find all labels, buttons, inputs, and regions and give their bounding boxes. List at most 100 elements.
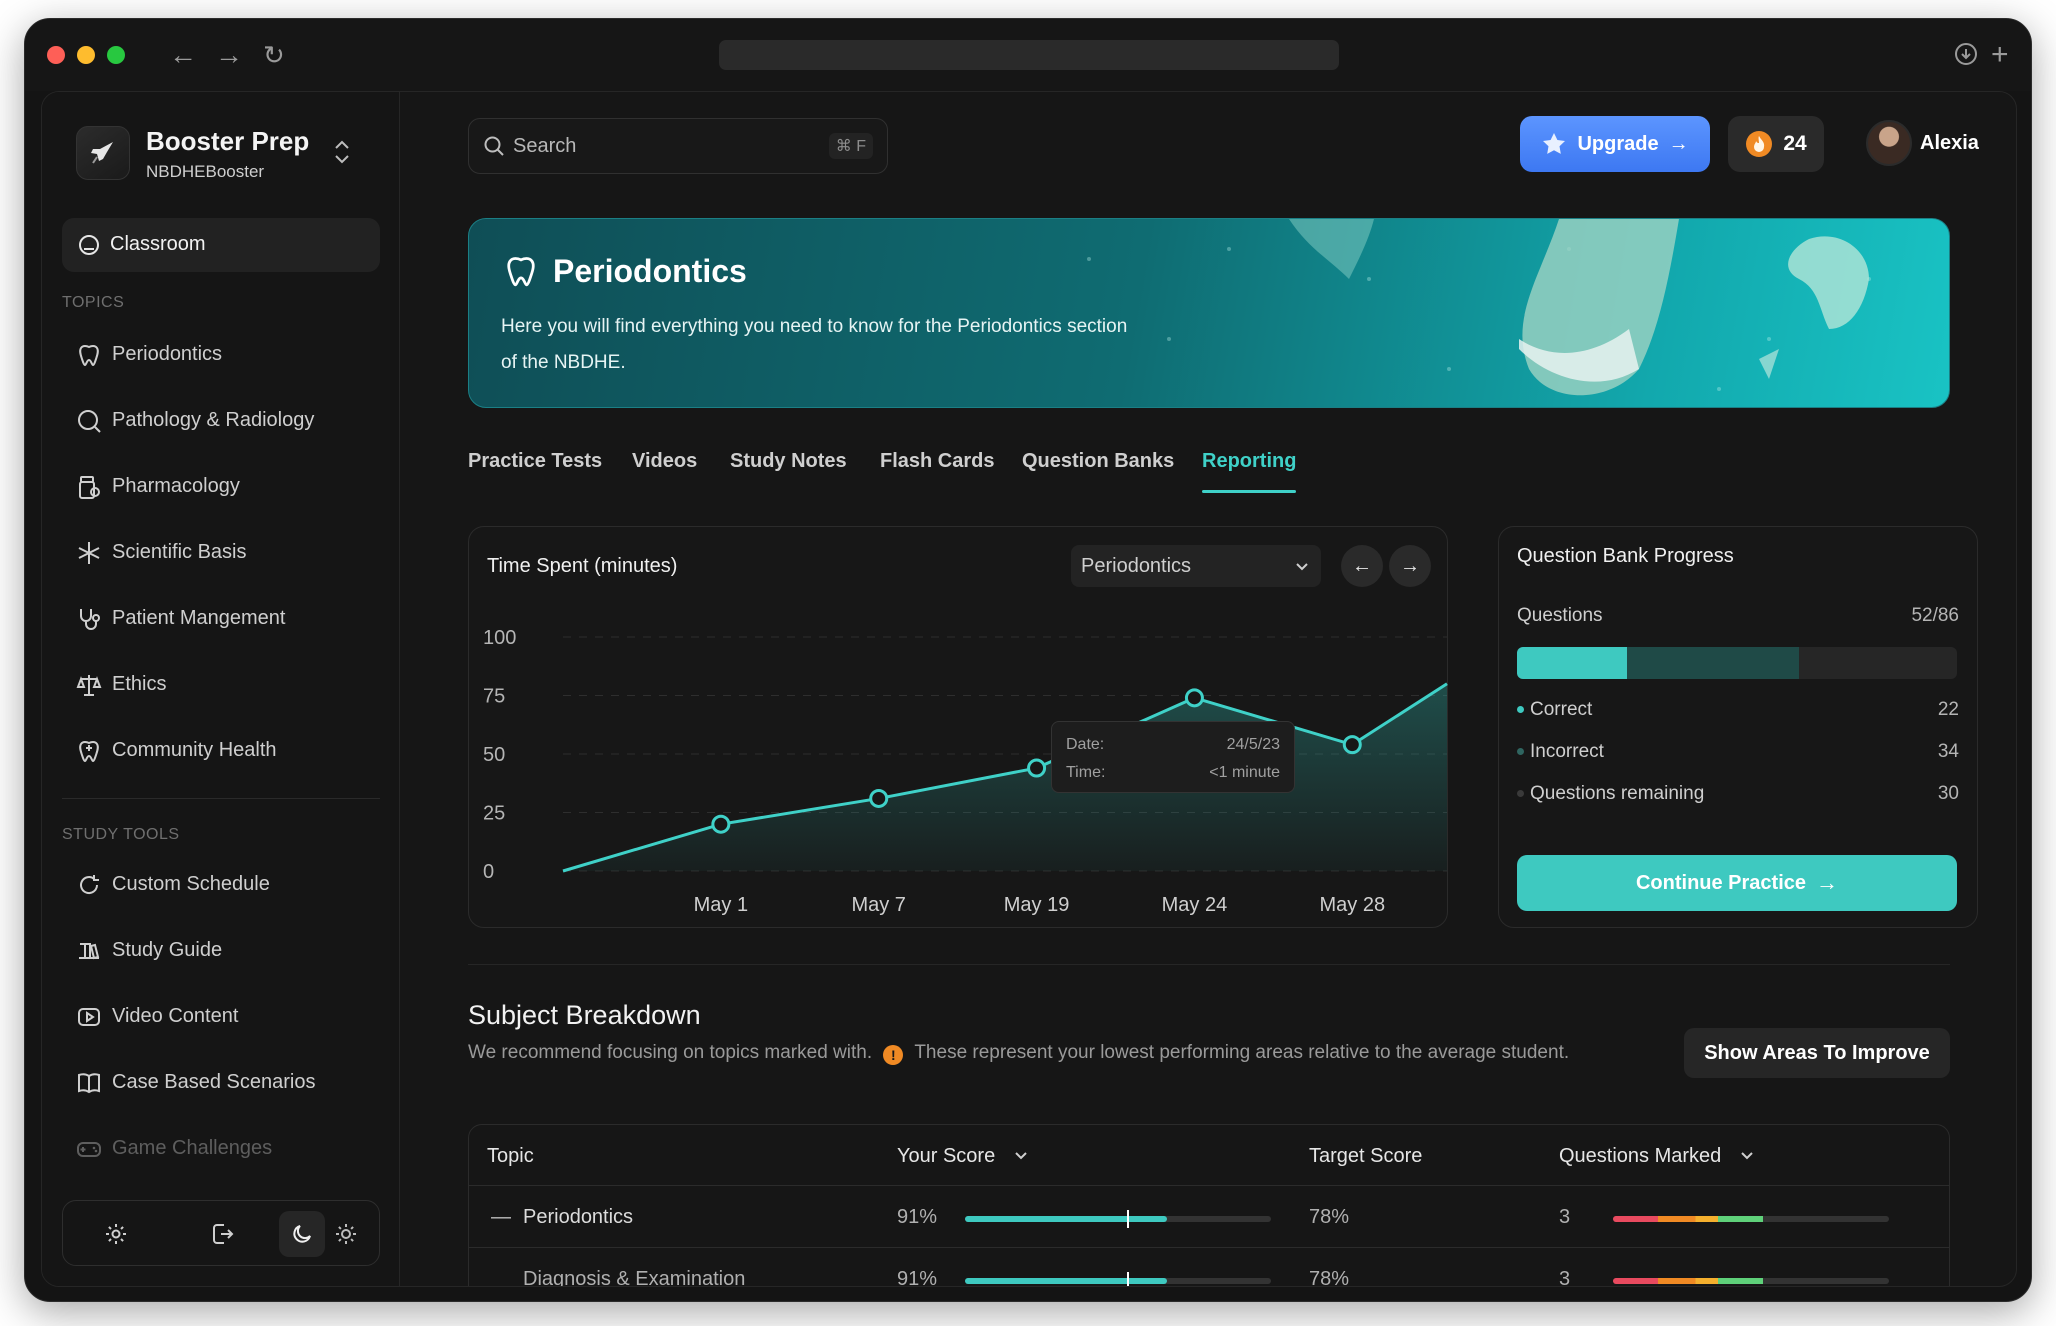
upgrade-label: Upgrade xyxy=(1577,132,1659,155)
chevron-down-icon xyxy=(1741,1152,1753,1160)
browser-window: ← → ↻ + Booster Prep NBDHEBooster xyxy=(24,18,2032,1302)
new-tab-icon[interactable]: + xyxy=(1991,38,2009,71)
sidebar-item-pharmacology[interactable]: Pharmacology xyxy=(72,466,372,506)
tab-videos[interactable]: Videos xyxy=(632,450,698,472)
sidebar-item-game-challenges[interactable]: Game Challenges xyxy=(72,1128,372,1168)
qbp-progress-bar xyxy=(1517,647,1957,679)
sidebar-item-study-guide[interactable]: Study Guide xyxy=(72,930,372,970)
question-bank-progress-card: Question Bank Progress Questions 52/86 C… xyxy=(1498,526,1978,928)
search-shortcut: ⌘ F xyxy=(828,133,873,159)
qbp-title: Question Bank Progress xyxy=(1517,545,1734,567)
search-icon xyxy=(78,410,101,433)
sidebar-item-classroom[interactable]: Classroom xyxy=(62,218,380,272)
study-tools-section-title: STUDY TOOLS xyxy=(62,826,180,843)
close-window-button[interactable] xyxy=(47,46,65,64)
table-row[interactable]: — Periodontics 91% 78% 3 xyxy=(469,1185,1949,1247)
pill-bottle-icon xyxy=(79,476,100,499)
sidebar-item-case-based-scenarios[interactable]: Case Based Scenarios xyxy=(72,1062,372,1102)
collapse-toggle[interactable]: — xyxy=(491,1206,511,1228)
column-header-topic: Topic xyxy=(487,1145,534,1167)
star-icon xyxy=(1543,133,1566,154)
table-row[interactable]: Diagnosis & Examination 91% 78% 3 xyxy=(469,1247,1949,1287)
column-header-label: Your Score xyxy=(897,1145,996,1167)
upgrade-button[interactable]: Upgrade → xyxy=(1520,116,1710,172)
search-icon xyxy=(484,136,504,156)
tab-practice-tests[interactable]: Practice Tests xyxy=(468,450,603,472)
forward-arrow-icon[interactable]: → xyxy=(215,39,243,70)
chevron-down-icon xyxy=(1015,1152,1027,1160)
sidebar-item-custom-schedule[interactable]: Custom Schedule xyxy=(72,864,372,904)
sidebar-item-ethics[interactable]: Ethics xyxy=(72,664,372,704)
sidebar-item-label: Case Based Scenarios xyxy=(112,1071,316,1093)
scales-icon xyxy=(76,675,102,696)
sidebar-item-scientific-basis[interactable]: Scientific Basis xyxy=(72,532,372,572)
tooltip-time-value: <1 minute xyxy=(1209,764,1280,781)
active-tab-indicator xyxy=(1202,490,1296,493)
column-header-your-score[interactable]: Your Score xyxy=(897,1145,1029,1168)
sidebar-item-patient-management[interactable]: Patient Mangement xyxy=(72,598,372,638)
show-areas-to-improve-button[interactable]: Show Areas To Improve xyxy=(1684,1028,1950,1078)
next-button[interactable]: → xyxy=(1389,545,1431,587)
row-score: 91% xyxy=(897,1206,938,1228)
tab-study-notes[interactable]: Study Notes xyxy=(730,450,847,472)
book-open-icon xyxy=(78,1073,100,1094)
logout-button[interactable] xyxy=(199,1211,245,1257)
stethoscope-icon xyxy=(80,609,100,630)
rocket-logo-icon xyxy=(76,126,130,180)
subject-breakdown-title: Subject Breakdown xyxy=(468,1000,701,1030)
sidebar-item-community-health[interactable]: Community Health xyxy=(72,730,372,770)
desc-text-after: These represent your lowest performing a… xyxy=(914,1042,1570,1063)
topic-select[interactable]: Periodontics xyxy=(1071,545,1321,587)
reload-icon[interactable]: ↻ xyxy=(263,40,285,70)
previous-button[interactable]: ← xyxy=(1341,545,1383,587)
subject-breakdown-description: We recommend focusing on topics marked w… xyxy=(468,1042,1569,1065)
tab-question-banks[interactable]: Question Banks xyxy=(1022,450,1175,472)
search-input[interactable]: Search ⌘ F xyxy=(468,118,888,174)
sidebar-item-label: Patient Mangement xyxy=(112,607,286,629)
sidebar-item-pathology-radiology[interactable]: Pathology & Radiology xyxy=(72,400,372,440)
brand-name: Booster Prep xyxy=(146,126,310,156)
section-divider xyxy=(468,964,1950,965)
target-score-marker xyxy=(1127,1210,1130,1228)
logout-icon xyxy=(213,1224,234,1244)
avatar[interactable] xyxy=(1866,120,1912,166)
progress-correct-segment xyxy=(1517,647,1627,679)
row-target: 78% xyxy=(1309,1206,1350,1228)
streak-badge[interactable]: 24 xyxy=(1728,116,1824,172)
light-mode-button[interactable] xyxy=(323,1211,369,1257)
x-tick-label: May 7 xyxy=(851,894,905,916)
y-tick-label: 75 xyxy=(483,686,505,708)
sidebar-item-video-content[interactable]: Video Content xyxy=(72,996,372,1036)
sidebar-item-periodontics[interactable]: Periodontics xyxy=(72,334,372,374)
chevron-updown-icon[interactable] xyxy=(332,138,352,166)
qbp-incorrect-value: 34 xyxy=(1937,741,1959,762)
arrow-right-icon: → xyxy=(1816,870,1839,895)
qbp-questions-value: 52/86 xyxy=(1911,605,1959,626)
settings-button[interactable] xyxy=(93,1211,139,1257)
column-header-questions-marked[interactable]: Questions Marked xyxy=(1559,1145,1755,1168)
sidebar-item-label: Game Challenges xyxy=(112,1137,273,1159)
qbp-questions-label: Questions xyxy=(1517,605,1603,626)
tab-flash-cards[interactable]: Flash Cards xyxy=(880,450,995,472)
dark-mode-button[interactable] xyxy=(279,1211,325,1257)
books-icon xyxy=(79,943,100,960)
data-point xyxy=(869,788,889,808)
user-name[interactable]: Alexia xyxy=(1920,132,1979,154)
download-icon[interactable] xyxy=(1953,41,1979,67)
back-arrow-icon[interactable]: ← xyxy=(169,39,197,70)
continue-practice-button[interactable]: Continue Practice → xyxy=(1517,855,1957,911)
sidebar-item-label: Pharmacology xyxy=(112,475,240,497)
data-point xyxy=(1027,758,1047,778)
address-bar[interactable] xyxy=(719,40,1339,70)
tab-reporting[interactable]: Reporting xyxy=(1202,450,1297,472)
score-bar-fill xyxy=(965,1278,1167,1284)
sidebar-item-label: Classroom xyxy=(110,233,206,255)
hero-title: Periodontics xyxy=(553,253,747,289)
row-marked: 3 xyxy=(1559,1268,1571,1287)
tooth-illustration xyxy=(1087,219,1871,396)
minimize-window-button[interactable] xyxy=(77,46,95,64)
calendar-icon xyxy=(80,875,99,894)
x-tick-label: May 19 xyxy=(1004,894,1070,916)
series-area xyxy=(563,683,1447,871)
maximize-window-button[interactable] xyxy=(107,46,125,64)
